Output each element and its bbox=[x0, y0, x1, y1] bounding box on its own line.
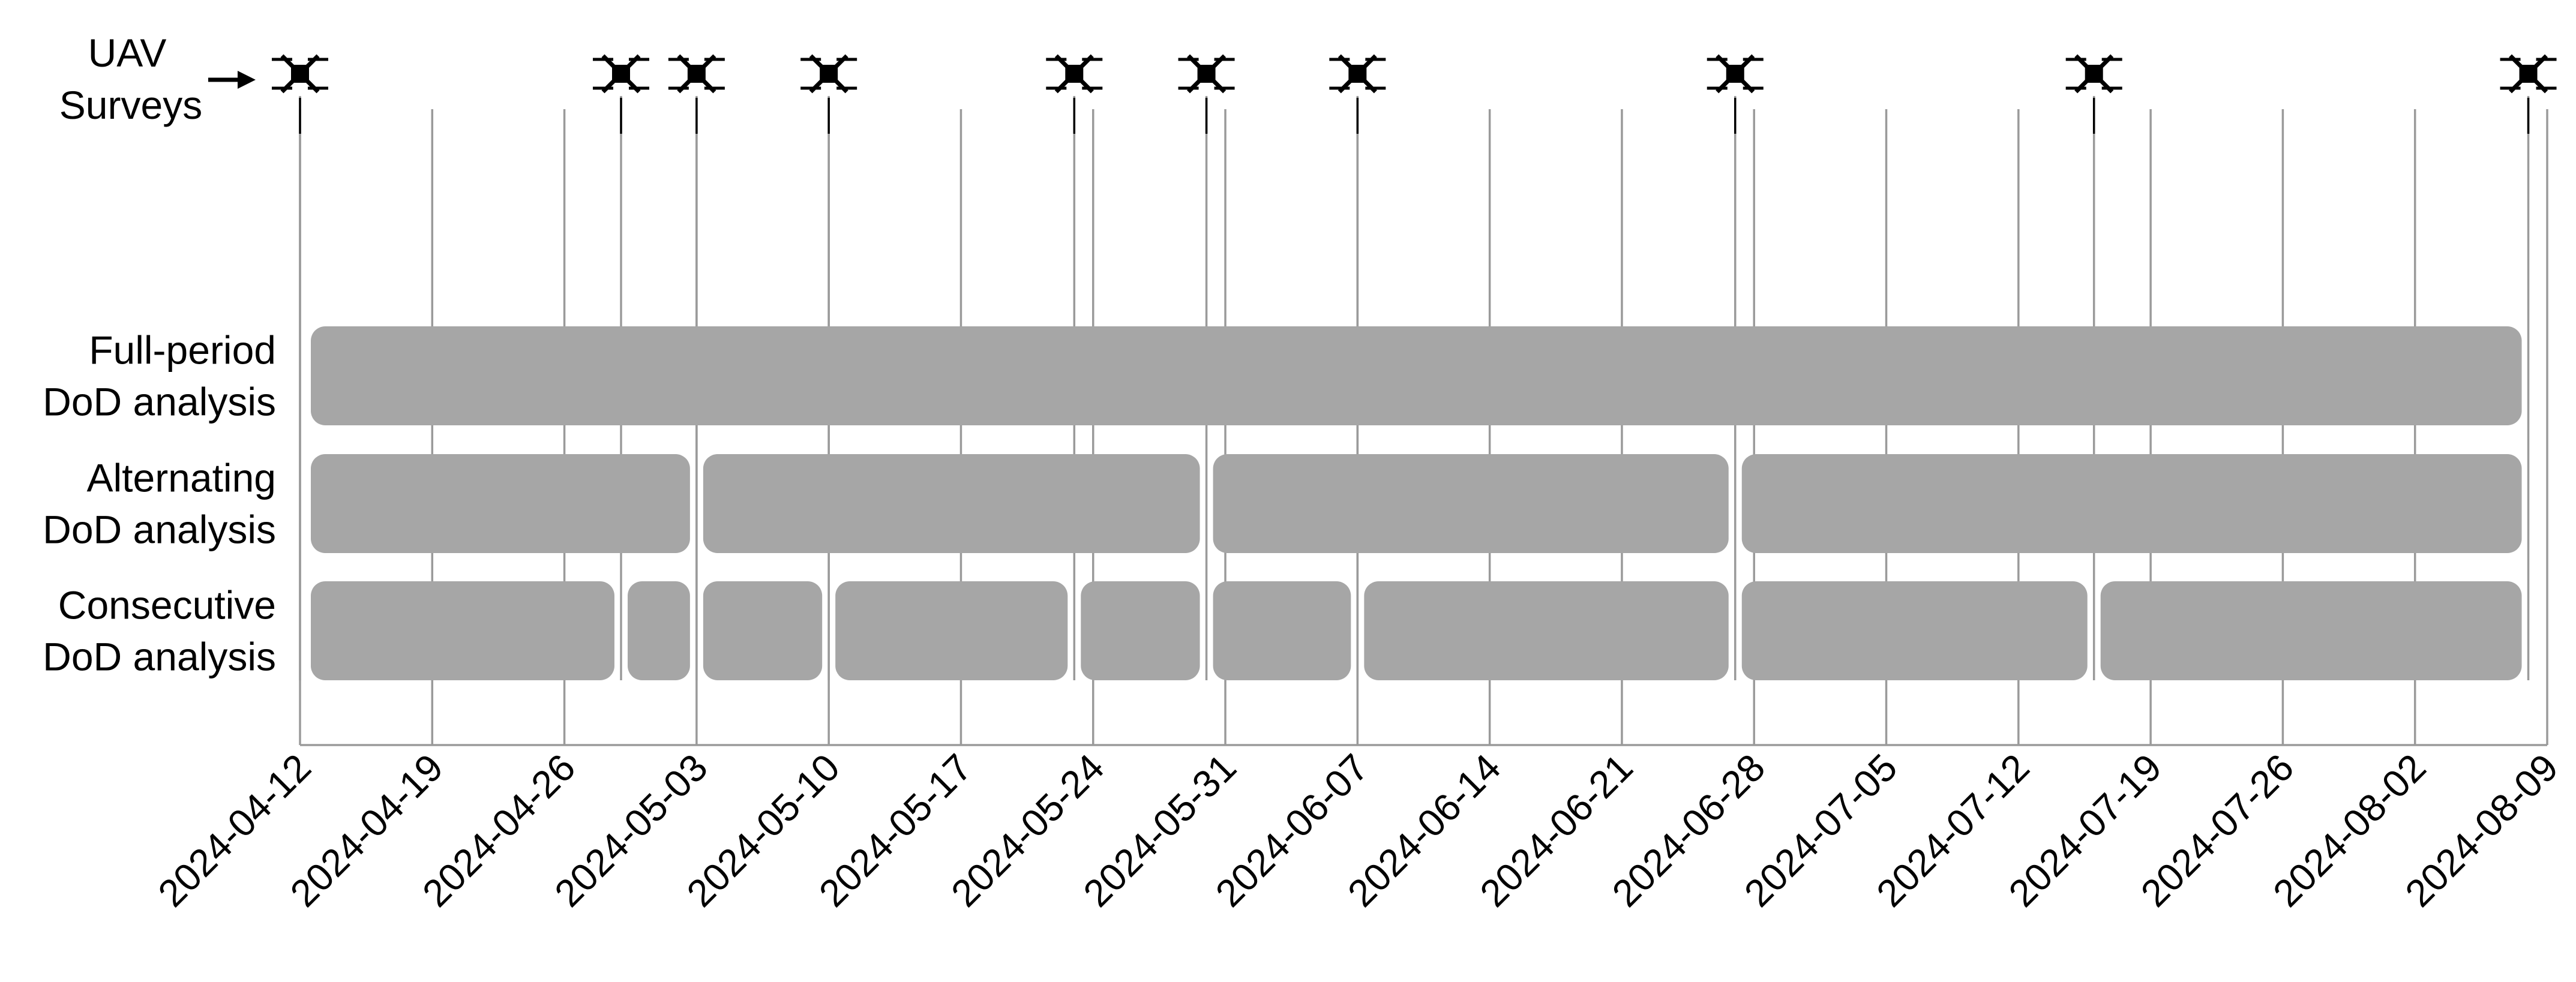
analysis-bar bbox=[703, 581, 823, 680]
drone-body bbox=[1065, 65, 1084, 83]
drone-icon bbox=[1046, 54, 1103, 134]
uav-label-line-2: Surveys bbox=[59, 83, 202, 127]
drone-body bbox=[1726, 65, 1744, 83]
analysis-bar bbox=[703, 454, 1200, 553]
analysis-bar bbox=[311, 454, 690, 553]
drone-icon bbox=[2500, 54, 2557, 134]
row-label-line-1: Consecutive bbox=[58, 583, 276, 627]
drone-body bbox=[612, 65, 630, 83]
analysis-bars bbox=[311, 326, 2522, 680]
drone-icon bbox=[2065, 54, 2122, 134]
analysis-bar bbox=[311, 326, 2522, 425]
row-label-line-2: DoD analysis bbox=[43, 635, 276, 679]
row-label-line-2: DoD analysis bbox=[43, 507, 276, 552]
drone-body bbox=[820, 65, 838, 83]
analysis-bar bbox=[835, 581, 1068, 680]
drone-icon bbox=[1329, 54, 1386, 134]
right-arrow-icon bbox=[208, 71, 256, 89]
drone-body bbox=[2519, 65, 2538, 83]
drone-icon bbox=[1707, 54, 1764, 134]
analysis-bar bbox=[311, 581, 614, 680]
drone-icon bbox=[1178, 54, 1235, 134]
row-label-line-2: DoD analysis bbox=[43, 380, 276, 424]
row-label-line-1: Alternating bbox=[86, 456, 276, 500]
drone-icon bbox=[593, 54, 649, 134]
uav-surveys-legend: UAV Surveys bbox=[59, 31, 256, 127]
drone-body bbox=[1197, 65, 1216, 83]
row-label-line-1: Full-period bbox=[89, 328, 276, 373]
analysis-bar bbox=[1213, 454, 1729, 553]
analysis-bar bbox=[1741, 581, 2088, 680]
drone-body bbox=[687, 65, 706, 83]
drone-body bbox=[2085, 65, 2103, 83]
row-labels: Full-period DoD analysis Alternating DoD an… bbox=[43, 328, 276, 679]
analysis-bar bbox=[1741, 454, 2522, 553]
x-axis-ticks: 2024-04-122024-04-192024-04-262024-05-03… bbox=[149, 746, 2566, 915]
analysis-bar bbox=[1213, 581, 1351, 680]
drone-icon bbox=[668, 54, 725, 134]
analysis-bar bbox=[1081, 581, 1200, 680]
drone-body bbox=[291, 65, 309, 83]
analysis-bar bbox=[628, 581, 690, 680]
analysis-bar bbox=[1364, 581, 1729, 680]
drone-icon bbox=[272, 54, 328, 134]
uav-label-line-1: UAV bbox=[88, 31, 167, 75]
drone-body bbox=[1348, 65, 1367, 83]
uav-survey-markers bbox=[272, 54, 2557, 134]
analysis-bar bbox=[2100, 581, 2522, 680]
drone-icon bbox=[800, 54, 857, 134]
